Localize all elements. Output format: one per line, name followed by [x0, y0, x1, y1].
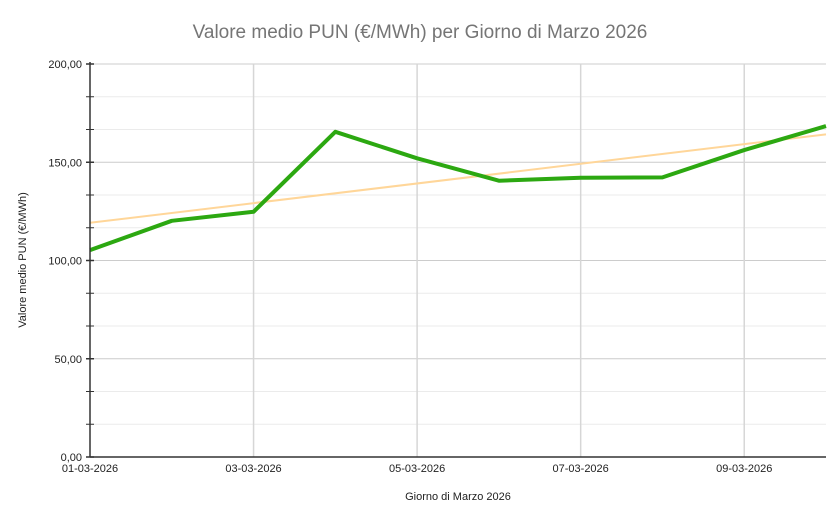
- y-tick-label: 100,00: [48, 256, 82, 268]
- y-tick-label: 0,00: [61, 452, 82, 464]
- y-axis-title: Valore medio PUN (€/MWh): [17, 192, 29, 328]
- y-tick-label: 150,00: [48, 157, 82, 169]
- trendline: [89, 133, 827, 224]
- x-tick-label: 01-03-2026: [62, 463, 118, 475]
- x-tick-label: 07-03-2026: [553, 463, 609, 475]
- series-line: [89, 124, 827, 252]
- y-tick-label: 50,00: [54, 354, 82, 366]
- chart-title: Valore medio PUN (€/MWh) per Giorno di M…: [193, 22, 648, 43]
- y-tick-label: 200,00: [48, 59, 82, 71]
- gridlines: [90, 63, 826, 457]
- x-axis-title: Giorno di Marzo 2026: [405, 491, 511, 503]
- series-layer: [89, 124, 827, 252]
- axes: 0,00 50,00 100,00 150,00 200,00 01-03-2026 03-…: [48, 59, 826, 475]
- x-tick-label: 09-03-2026: [716, 463, 772, 475]
- x-tick-label: 05-03-2026: [389, 463, 445, 475]
- trendline-layer: [89, 133, 827, 224]
- x-tick-label: 03-03-2026: [225, 463, 281, 475]
